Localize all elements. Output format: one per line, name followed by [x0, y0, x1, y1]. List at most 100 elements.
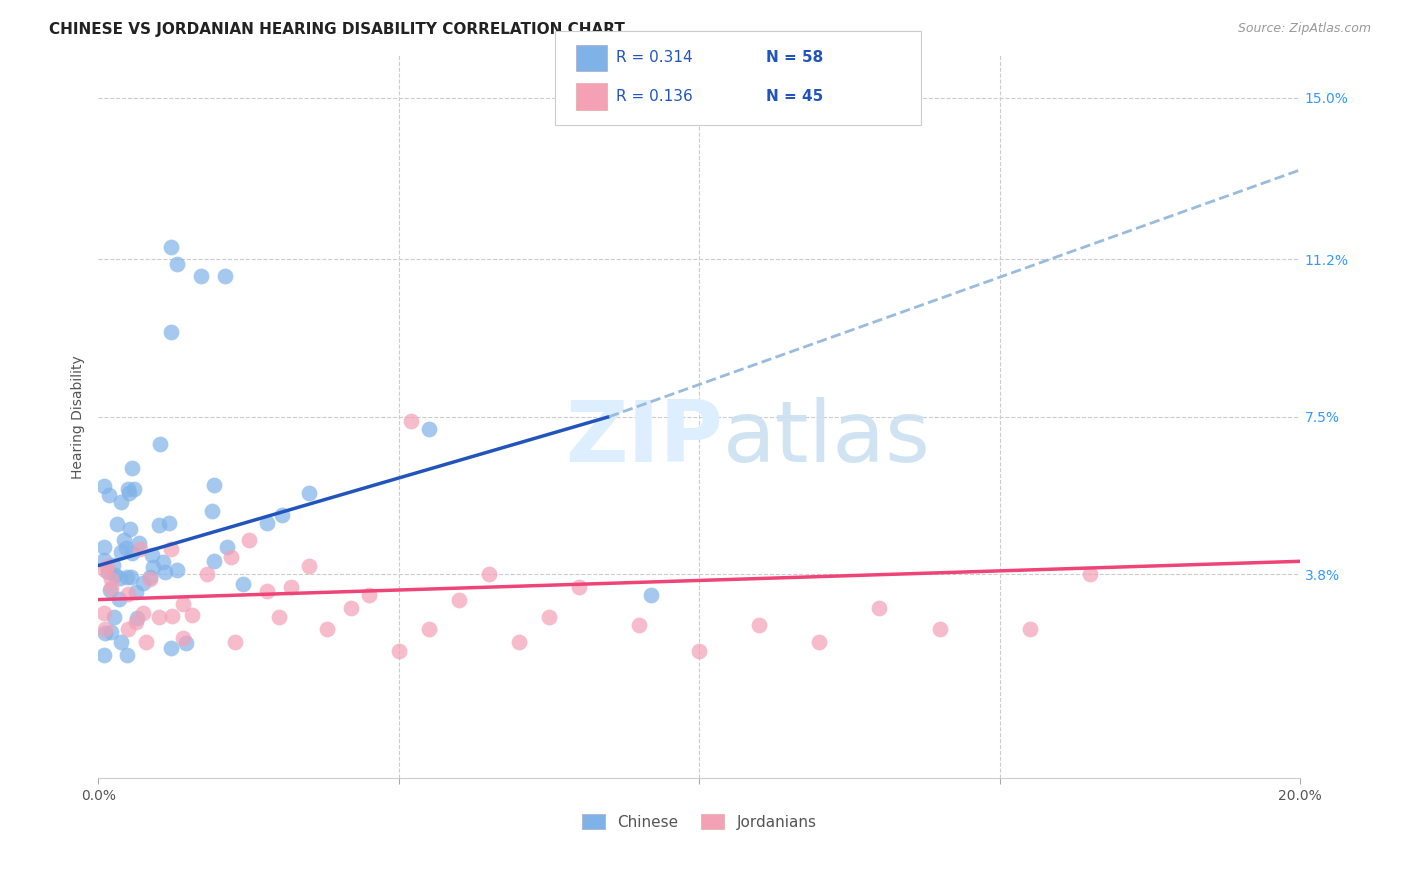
Point [108, 592, 131, 607]
Point [131, 575, 153, 590]
Point [748, 618, 770, 632]
Point [93, 606, 115, 620]
Point [139, 569, 162, 583]
Point [141, 549, 163, 563]
Point [125, 615, 148, 629]
Point [117, 570, 139, 584]
Point [160, 641, 183, 656]
Point [118, 486, 141, 500]
Point [120, 570, 142, 584]
Point [159, 541, 181, 556]
Point [103, 610, 125, 624]
Point [256, 516, 278, 530]
Point [166, 564, 188, 578]
Point [214, 269, 236, 284]
Point [339, 601, 361, 615]
Point [115, 541, 138, 555]
Point [94, 622, 117, 636]
Point [117, 623, 139, 637]
Point [201, 504, 224, 518]
Point [159, 325, 181, 339]
Point [238, 533, 260, 547]
Point [232, 576, 254, 591]
Point [96, 558, 118, 573]
Point [135, 635, 157, 649]
Point [148, 517, 170, 532]
Point [640, 588, 662, 602]
Point [100, 624, 122, 639]
Point [537, 609, 560, 624]
Point [100, 581, 122, 595]
Text: R = 0.136: R = 0.136 [616, 89, 693, 103]
Point [125, 611, 148, 625]
Point [142, 560, 165, 574]
Point [160, 609, 183, 624]
Point [105, 516, 128, 531]
Point [98, 582, 121, 597]
Text: Source: ZipAtlas.com: Source: ZipAtlas.com [1237, 22, 1371, 36]
Legend: Chinese, Jordanians: Chinese, Jordanians [576, 807, 823, 836]
Point [117, 587, 139, 601]
Point [94, 563, 117, 577]
Point [628, 618, 651, 632]
Text: R = 0.314: R = 0.314 [616, 51, 692, 65]
Point [688, 643, 710, 657]
Point [202, 554, 225, 568]
Point [219, 549, 242, 564]
Point [128, 535, 150, 549]
Point [808, 635, 831, 649]
Y-axis label: Hearing Disability: Hearing Disability [72, 355, 86, 478]
Point [1078, 567, 1101, 582]
Point [172, 597, 194, 611]
Point [159, 239, 181, 253]
Point [157, 516, 180, 531]
Point [478, 567, 501, 582]
Point [139, 572, 162, 586]
Point [112, 533, 135, 547]
Point [100, 572, 122, 586]
Point [270, 508, 292, 522]
Point [93, 553, 115, 567]
Point [149, 437, 172, 451]
Point [224, 635, 246, 649]
Text: atlas: atlas [723, 397, 931, 480]
Point [195, 567, 218, 582]
Point [122, 482, 145, 496]
Point [399, 414, 422, 428]
Point [190, 269, 212, 284]
Point [388, 643, 411, 657]
Point [117, 482, 139, 496]
Point [94, 625, 117, 640]
Point [315, 623, 337, 637]
Point [153, 565, 176, 579]
Point [298, 558, 321, 573]
Point [868, 601, 890, 615]
Point [110, 495, 132, 509]
Point [93, 540, 115, 554]
Point [202, 477, 225, 491]
Point [121, 546, 143, 560]
Point [1018, 623, 1040, 637]
Point [98, 487, 121, 501]
Point [568, 580, 591, 594]
Text: N = 45: N = 45 [766, 89, 824, 103]
Point [104, 567, 127, 582]
Point [928, 623, 950, 637]
Point [110, 572, 132, 586]
Point [447, 592, 470, 607]
Point [118, 522, 141, 536]
Point [103, 558, 125, 573]
Point [508, 635, 530, 649]
Point [217, 541, 239, 555]
Point [418, 623, 440, 637]
Point [148, 609, 170, 624]
Point [418, 422, 440, 436]
Point [280, 580, 302, 594]
Point [267, 609, 290, 624]
Text: ZIP: ZIP [565, 397, 723, 480]
Point [132, 607, 155, 621]
Point [97, 566, 120, 580]
Point [174, 636, 197, 650]
Text: CHINESE VS JORDANIAN HEARING DISABILITY CORRELATION CHART: CHINESE VS JORDANIAN HEARING DISABILITY … [49, 22, 626, 37]
Text: N = 58: N = 58 [766, 51, 824, 65]
